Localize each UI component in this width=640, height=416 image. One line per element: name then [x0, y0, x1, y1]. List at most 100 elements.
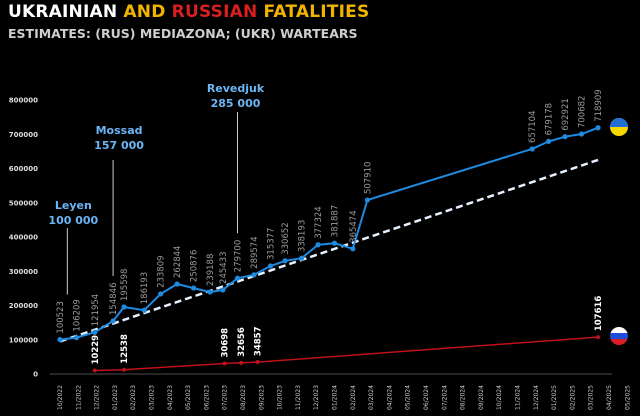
y-tick-label: 200000 — [9, 302, 38, 310]
x-tick-label: 11/2024 — [515, 385, 522, 410]
ukraine-data-label: 507910 — [363, 162, 373, 194]
ukraine-data-label: 315377 — [266, 228, 276, 260]
ukraine-data-label: 154846 — [109, 283, 119, 315]
x-tick-label: 11/2023 — [295, 385, 302, 410]
ukraine-data-label: 245433 — [219, 251, 229, 283]
x-tick-label: 01/2024 — [332, 385, 339, 410]
y-tick-label: 500000 — [9, 199, 38, 207]
ukraine-data-point — [190, 285, 197, 291]
ukraine-flag-icon — [610, 118, 628, 136]
x-tick-label: 05/2023 — [185, 385, 192, 410]
flag-stripe — [610, 327, 628, 333]
x-tick-label: 12/2024 — [533, 385, 540, 410]
ukraine-data-point — [174, 281, 180, 287]
x-tick-label: 10/2024 — [496, 385, 503, 410]
chart-title: UKRAINIAN AND RUSSIAN FATALITIES — [8, 2, 370, 22]
russia-data-point — [92, 368, 97, 373]
x-tick-label: 03/2023 — [149, 385, 156, 410]
russia-data-label: 10229 — [91, 335, 101, 365]
ukraine-data-point — [298, 255, 305, 261]
annotation-name: Revedjuk — [207, 82, 265, 95]
ukraine-data-label: 262844 — [173, 246, 183, 278]
x-tick-label: 02/2024 — [350, 385, 357, 410]
flag-stripe — [610, 118, 628, 127]
x-tick-label: 05/2025 — [624, 385, 631, 410]
russia-flag-icon — [610, 327, 628, 345]
ukraine-data-point — [57, 336, 63, 343]
ukraine-data-point — [364, 197, 371, 203]
ukraine-data-label: 239188 — [206, 254, 216, 286]
y-tick-label: 800000 — [9, 97, 38, 105]
ukraine-data-label: 338193 — [298, 220, 308, 252]
x-tick-label: 07/2024 — [441, 385, 448, 410]
russia-data-label: 30698 — [221, 328, 231, 358]
ukraine-data-point — [234, 275, 241, 281]
annotation-value: 285 000 — [211, 97, 261, 110]
ukraine-data-label: 195598 — [120, 269, 130, 301]
x-tick-label: 09/2024 — [478, 385, 485, 410]
ukraine-data-point — [73, 335, 80, 341]
x-tick-label: 02/2023 — [130, 385, 137, 410]
ukraine-data-point — [92, 329, 98, 335]
ukraine-data-label: 679178 — [545, 103, 555, 135]
x-tick-label: 01/2025 — [551, 385, 558, 410]
x-tick-label: 02/2025 — [569, 385, 576, 410]
ukraine-data-label: 377324 — [314, 206, 324, 238]
ukraine-data-label: 279700 — [234, 240, 244, 272]
annotation-name: Leyen — [55, 199, 92, 212]
flag-stripe — [610, 339, 628, 345]
russia-data-point — [222, 361, 227, 366]
ukraine-data-label: 250876 — [190, 250, 200, 282]
ukraine-data-point — [121, 304, 127, 310]
russia-series-line — [94, 336, 599, 372]
ukraine-data-label: 330652 — [281, 222, 291, 254]
x-tick-label: 09/2023 — [258, 385, 265, 410]
x-tick-label: 07/2023 — [222, 385, 229, 410]
x-tick-label: 05/2024 — [405, 385, 412, 410]
ukraine-data-label: 100523 — [56, 301, 66, 333]
ukraine-data-point — [267, 263, 274, 269]
y-tick-label: 300000 — [9, 268, 38, 276]
ukraine-data-point — [141, 307, 147, 313]
ukraine-series-line — [59, 126, 599, 341]
russia-data-point — [239, 360, 244, 365]
x-tick-label: 01/2023 — [112, 385, 119, 410]
russia-data-point — [255, 360, 260, 365]
y-tick-label: 100000 — [9, 336, 38, 344]
ukraine-data-point — [331, 240, 338, 246]
chart-subtitle: ESTIMATES: (RUS) MEDIAZONA; (UKR) WARTEA… — [8, 26, 358, 41]
ukraine-data-point — [158, 291, 164, 297]
x-tick-label: 08/2023 — [240, 385, 247, 410]
ukraine-data-label: 186193 — [140, 272, 150, 304]
ukraine-data-point — [350, 246, 356, 252]
ukraine-data-label: 692921 — [561, 98, 571, 130]
y-tick-label: 0 — [33, 371, 38, 379]
ukraine-data-label: 121954 — [91, 294, 101, 326]
ukraine-data-label: 700682 — [578, 96, 588, 128]
ukraine-data-point — [251, 272, 257, 278]
ukraine-data-label: 106209 — [72, 299, 82, 331]
x-tick-label: 12/2022 — [94, 385, 101, 410]
x-tick-label: 06/2023 — [203, 385, 210, 410]
ukraine-data-point — [220, 287, 226, 293]
trend-line — [59, 158, 599, 343]
annotation-value: 157 000 — [94, 139, 144, 152]
x-tick-label: 04/2025 — [606, 385, 613, 410]
russia-data-point — [122, 367, 127, 372]
ukraine-data-point — [578, 131, 585, 137]
ukraine-data-label: 233809 — [157, 255, 167, 287]
y-tick-label: 400000 — [9, 234, 38, 242]
ukraine-data-point — [282, 258, 288, 264]
ukraine-data-point — [595, 125, 601, 131]
russia-data-point — [596, 335, 601, 340]
ukraine-data-point — [529, 146, 535, 152]
x-tick-label: 04/2024 — [386, 385, 393, 410]
russia-data-label: 107616 — [594, 296, 604, 332]
x-tick-label: 10/2023 — [277, 385, 284, 410]
ukraine-data-point — [562, 134, 568, 140]
ukraine-data-label: 657104 — [528, 110, 538, 142]
ukraine-data-label: 365474 — [349, 210, 359, 242]
ukraine-data-label: 289574 — [250, 236, 260, 268]
russia-data-label: 12538 — [120, 334, 130, 364]
